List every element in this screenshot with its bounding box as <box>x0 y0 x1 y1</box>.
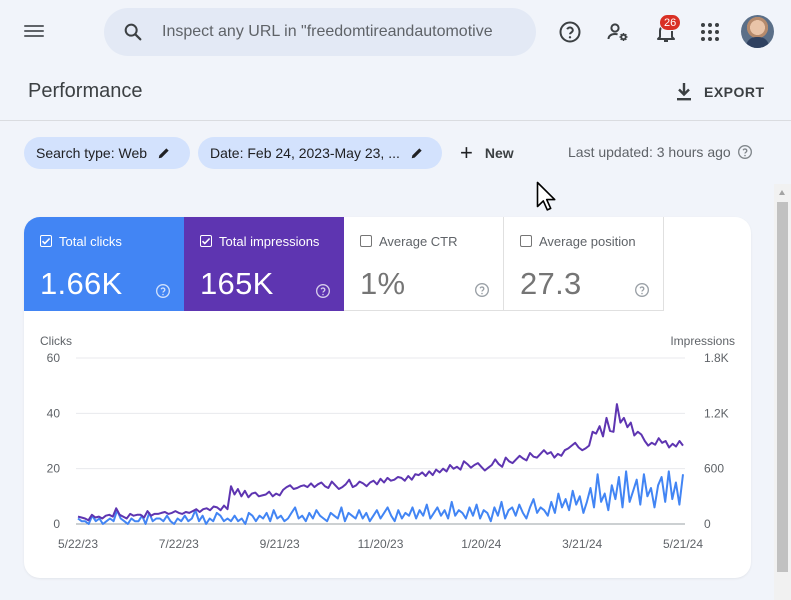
x-axis-tick-label: 1/20/24 <box>461 537 501 551</box>
filter-chip-search-type[interactable]: Search type: Web <box>24 137 190 169</box>
metric-label: Total clicks <box>59 233 122 249</box>
top-bar: 26 <box>0 0 791 64</box>
checkbox-icon[interactable] <box>40 235 52 247</box>
x-axis-tick-label: 9/21/23 <box>260 537 300 551</box>
manage-accounts-icon[interactable] <box>606 20 630 44</box>
mouse-pointer-icon <box>536 181 556 211</box>
menu-icon[interactable] <box>24 22 46 42</box>
apps-icon[interactable] <box>698 20 722 44</box>
checkbox-icon[interactable] <box>520 235 532 247</box>
metric-label: Total impressions <box>219 233 320 249</box>
series-line-total-clicks <box>77 470 684 525</box>
help-icon[interactable] <box>558 20 582 44</box>
left-axis-label: Clicks <box>40 334 72 348</box>
left-axis-tick-label: 20 <box>47 462 61 476</box>
page-title: Performance <box>28 80 143 102</box>
series-line-total-impressions <box>77 403 684 522</box>
header-divider <box>0 120 791 121</box>
filter-chip-label: Date: Feb 24, 2023-May 23, ... <box>210 145 400 161</box>
new-filter-label: New <box>484 145 514 161</box>
avatar[interactable] <box>741 15 774 48</box>
x-axis-tick-label: 5/22/23 <box>58 537 98 551</box>
metric-tile-average-position[interactable]: Average position 27.3 <box>504 217 664 311</box>
help-outline-icon[interactable] <box>474 282 490 298</box>
scrollbar-thumb[interactable] <box>777 202 788 572</box>
pencil-icon[interactable] <box>410 146 424 160</box>
x-axis-tick-label: 5/21/24 <box>663 537 703 551</box>
right-axis-tick-label: 1.2K <box>704 406 729 420</box>
metric-tile-average-ctr[interactable]: Average CTR 1% <box>344 217 504 311</box>
export-label: EXPORT <box>704 84 765 100</box>
metric-tile-total-impressions[interactable]: Total impressions 165K <box>184 217 344 311</box>
right-axis-tick-label: 0 <box>704 517 711 531</box>
pencil-icon[interactable] <box>157 146 171 160</box>
left-axis-tick-label: 0 <box>53 517 60 531</box>
metric-tile-total-clicks[interactable]: Total clicks 1.66K <box>24 217 184 311</box>
checkbox-icon[interactable] <box>200 235 212 247</box>
checkbox-icon[interactable] <box>360 235 372 247</box>
search-input[interactable] <box>162 20 492 44</box>
scrollbar[interactable] <box>774 184 791 600</box>
left-axis-tick-label: 40 <box>47 406 61 420</box>
performance-card: Total clicks 1.66K Total impressions 165… <box>24 217 751 578</box>
notification-badge: 26 <box>659 14 682 31</box>
export-button[interactable]: EXPORT <box>672 80 765 104</box>
right-axis-tick-label: 600 <box>704 462 724 476</box>
metric-value: 27.3 <box>520 266 582 301</box>
last-updated: Last updated: 3 hours ago <box>568 144 753 160</box>
help-outline-icon[interactable] <box>634 282 650 298</box>
scroll-up-icon[interactable] <box>779 190 785 195</box>
last-updated-text: Last updated: 3 hours ago <box>568 144 731 160</box>
search-icon <box>124 23 142 41</box>
metric-value: 1% <box>360 266 406 301</box>
help-outline-icon[interactable] <box>155 283 171 299</box>
x-axis-tick-label: 3/21/24 <box>562 537 602 551</box>
metric-value: 165K <box>200 266 274 301</box>
metric-label: Average position <box>539 233 636 249</box>
plus-icon: + <box>460 140 473 165</box>
download-icon <box>677 83 691 101</box>
left-axis-tick-label: 60 <box>47 351 61 365</box>
search-bar[interactable] <box>104 8 536 56</box>
right-axis-tick-label: 1.8K <box>704 351 729 365</box>
filter-chip-label: Search type: Web <box>36 145 148 161</box>
x-axis-tick-label: 7/22/23 <box>159 537 199 551</box>
metric-label: Average CTR <box>379 233 458 249</box>
filter-chip-date[interactable]: Date: Feb 24, 2023-May 23, ... <box>198 137 442 169</box>
new-filter-button[interactable]: + New <box>460 142 514 164</box>
help-outline-icon[interactable] <box>315 283 331 299</box>
metric-value: 1.66K <box>40 266 123 301</box>
right-axis-label: Impressions <box>670 334 735 348</box>
help-outline-icon[interactable] <box>737 144 753 160</box>
x-axis-tick-label: 11/20/23 <box>358 537 404 551</box>
